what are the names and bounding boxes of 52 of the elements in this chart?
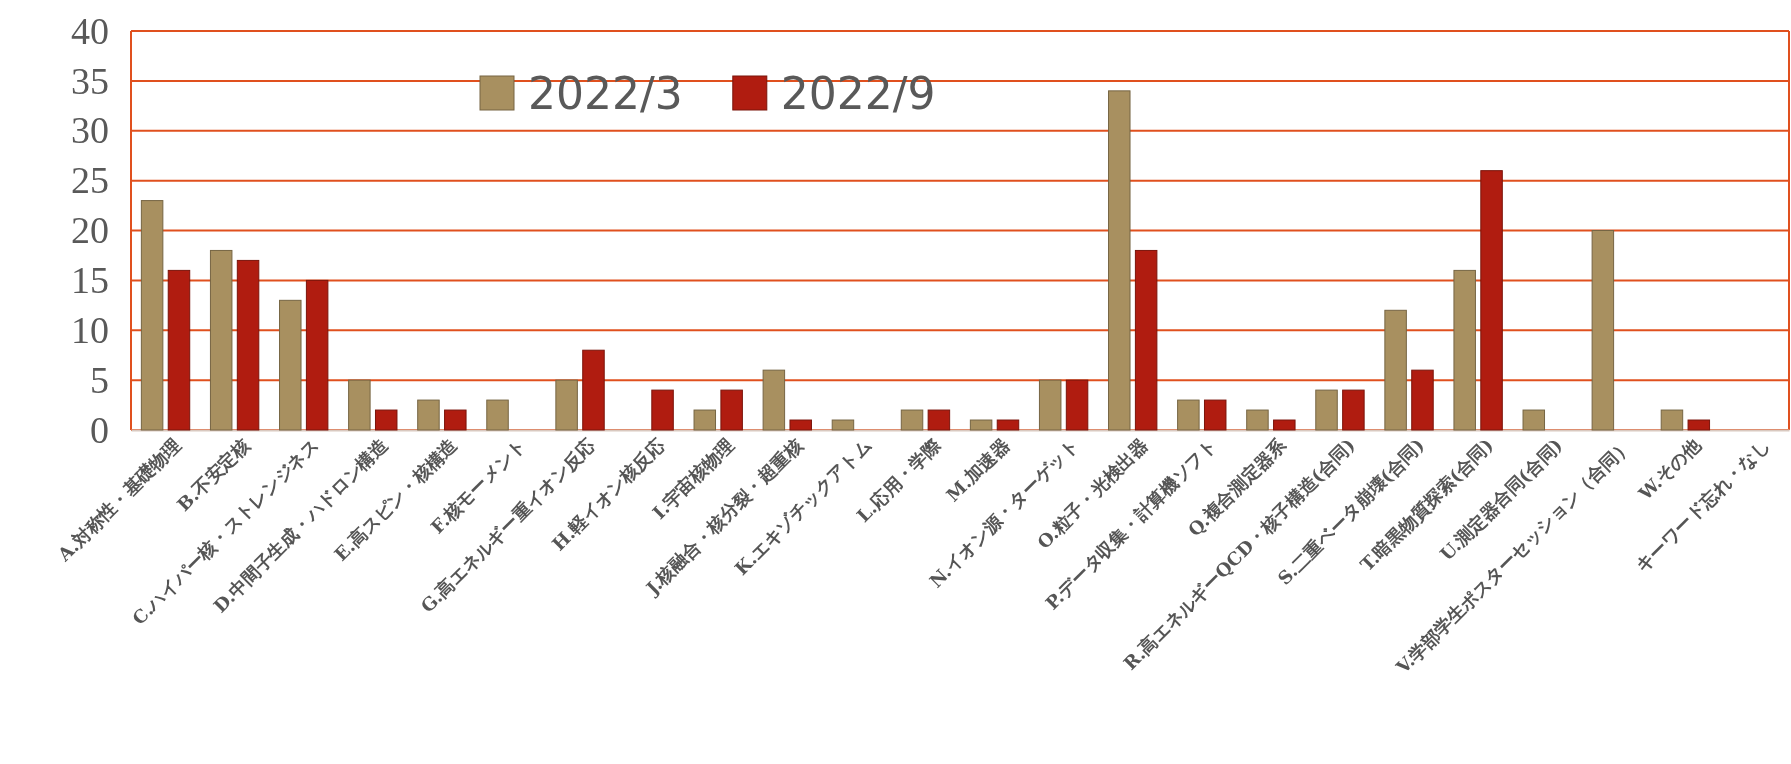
y-tick-label: 25 xyxy=(71,159,109,202)
bar xyxy=(1108,90,1131,431)
y-tick-label: 35 xyxy=(71,59,109,102)
bar xyxy=(1411,369,1434,431)
bar xyxy=(1591,230,1615,431)
bar xyxy=(720,389,743,431)
bar xyxy=(417,399,440,431)
bar xyxy=(374,409,398,431)
bar xyxy=(279,299,302,431)
bar xyxy=(140,200,164,431)
bar xyxy=(348,379,371,431)
bar xyxy=(789,419,812,431)
bar xyxy=(1177,399,1200,431)
y-tick-label: 20 xyxy=(71,209,109,252)
bar xyxy=(927,409,951,431)
legend-label: 2022/3 xyxy=(528,68,683,119)
y-tick-label: 40 xyxy=(71,9,109,52)
bar xyxy=(1038,379,1062,431)
y-tick-label: 15 xyxy=(71,259,109,302)
legend-label: 2022/9 xyxy=(780,68,936,119)
bar xyxy=(969,419,993,431)
bar xyxy=(1660,409,1684,431)
bar xyxy=(1315,389,1338,431)
bar xyxy=(167,269,191,431)
bar xyxy=(1246,409,1269,431)
bar xyxy=(1384,309,1407,431)
bar xyxy=(651,389,674,431)
bar xyxy=(1342,389,1365,431)
bar xyxy=(555,379,578,431)
bar xyxy=(1522,409,1546,431)
bar xyxy=(1453,269,1476,431)
y-tick-label: 10 xyxy=(71,308,109,351)
bar xyxy=(831,419,855,431)
bar xyxy=(900,409,924,431)
bar xyxy=(996,419,1020,431)
bar xyxy=(1480,170,1503,431)
bar xyxy=(693,409,717,431)
bar xyxy=(209,249,233,431)
y-tick-label: 5 xyxy=(90,358,109,401)
bar xyxy=(582,349,605,431)
bar xyxy=(1687,419,1711,431)
bar xyxy=(1065,379,1089,431)
bar xyxy=(305,279,329,431)
bar xyxy=(1134,249,1158,431)
bar xyxy=(1273,419,1296,431)
bar xyxy=(762,369,786,431)
bar xyxy=(444,409,467,431)
y-tick-label: 30 xyxy=(71,109,109,152)
bar xyxy=(486,399,509,431)
bar xyxy=(236,259,260,431)
y-tick-label: 0 xyxy=(90,408,109,451)
bar xyxy=(1203,399,1227,431)
